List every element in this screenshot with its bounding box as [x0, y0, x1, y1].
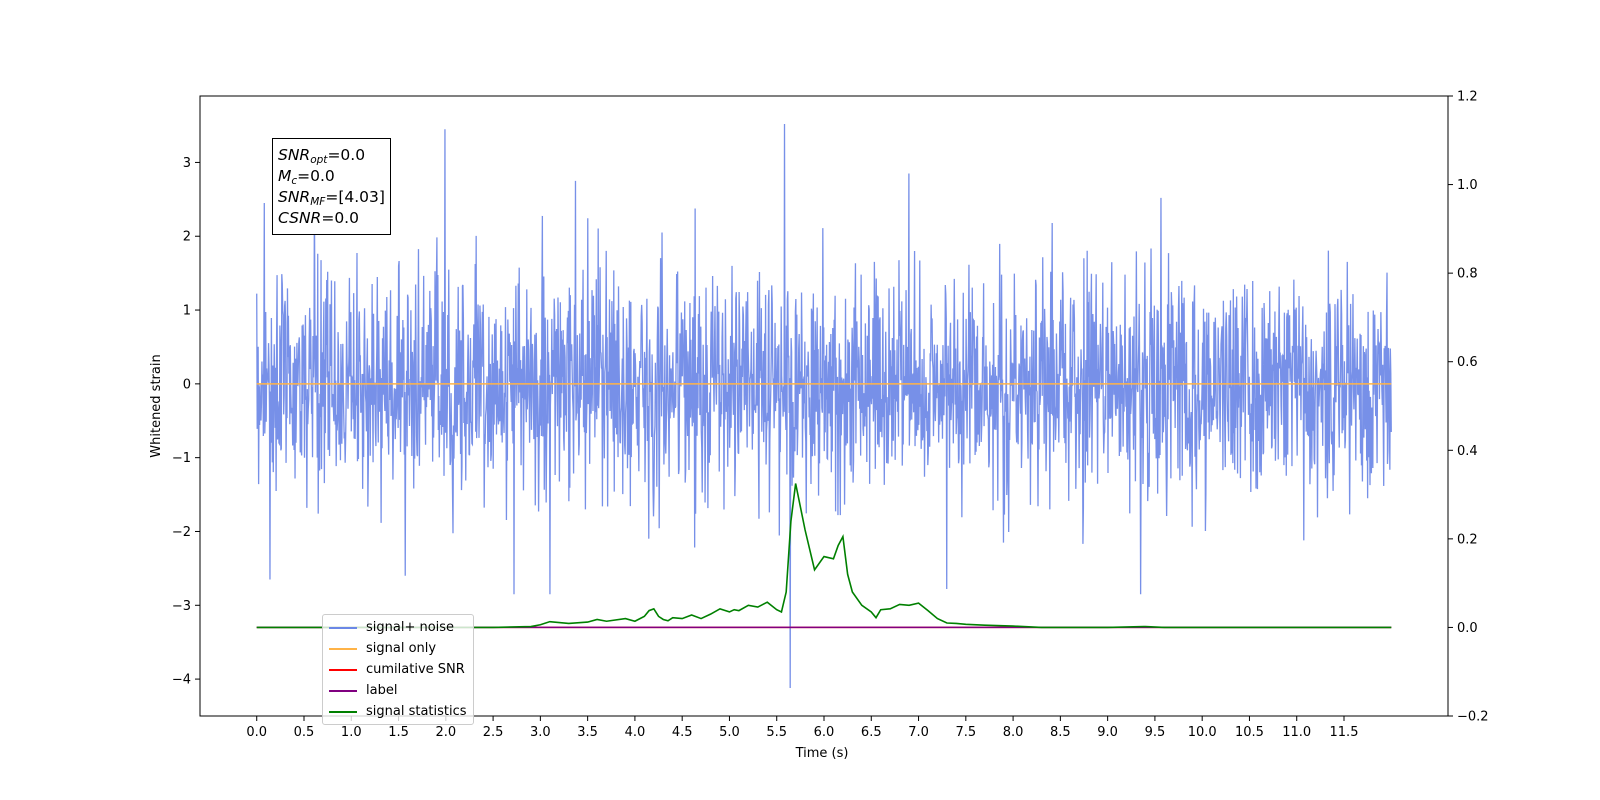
x-tick-label: 10.5 — [1235, 725, 1264, 740]
x-tick-label: 0.0 — [246, 725, 267, 740]
x-tick-label: 5.5 — [766, 725, 787, 740]
y2-tick-label: 0.0 — [1457, 621, 1478, 636]
x-tick-label: 5.0 — [719, 725, 740, 740]
x-tick-label: 0.5 — [294, 725, 315, 740]
y2-tick-label: −0.2 — [1457, 710, 1489, 725]
ticks-layer: 0.0 0.5 1.0 1.5 2.0 2.5 3.0 3.5 4.0 4.5 5.0 5.5 6.0 6… — [172, 90, 1489, 741]
x-tick-label: 2.0 — [435, 725, 456, 740]
x-tick-label: 1.5 — [388, 725, 409, 740]
annotation-mc: Mc=0.0 — [278, 167, 335, 187]
y-tick-label: −3 — [172, 599, 191, 614]
x-axis-label: Time (s) — [795, 746, 849, 761]
legend: signal+ noise signal only cumilative SNR… — [322, 614, 474, 725]
legend-item-signal-only: signal only — [329, 638, 467, 659]
legend-swatch — [329, 710, 357, 713]
series-line-signal-noise — [256, 124, 1392, 688]
y-tick-label: −1 — [172, 451, 191, 466]
legend-item-signal-noise: signal+ noise — [329, 617, 467, 638]
y-tick-label: 2 — [183, 230, 191, 245]
y2-tick-label: 1.0 — [1457, 178, 1478, 193]
legend-swatch — [329, 689, 357, 692]
y2-tick-label: 0.2 — [1457, 532, 1478, 547]
annotation-snr-mf: SNRMF=[4.03] — [278, 188, 385, 208]
y-tick-label: −4 — [172, 673, 191, 688]
x-tick-label: 8.5 — [1050, 725, 1071, 740]
x-tick-label: 4.5 — [672, 725, 693, 740]
annotation-box: SNRopt=0.0 Mc=0.0 SNRMF=[4.03] CSNR=0.0 — [272, 138, 391, 235]
y2-tick-label: 0.8 — [1457, 267, 1478, 282]
x-tick-label: 2.5 — [483, 725, 504, 740]
x-tick-label: 10.0 — [1188, 725, 1217, 740]
legend-item-signal-statistics: signal statistics — [329, 701, 467, 722]
x-tick-label: 9.5 — [1145, 725, 1166, 740]
annotation-csnr: CSNR=0.0 — [278, 209, 359, 227]
y2-tick-label: 1.2 — [1457, 90, 1478, 105]
x-tick-label: 3.0 — [530, 725, 551, 740]
y2-tick-label: 0.4 — [1457, 444, 1478, 459]
x-tick-label: 1.0 — [341, 725, 362, 740]
legend-swatch — [329, 626, 357, 629]
y-axis-label: Whitened strain — [149, 354, 164, 457]
x-tick-label: 7.0 — [908, 725, 929, 740]
y2-tick-label: 0.6 — [1457, 355, 1478, 370]
x-tick-label: 6.5 — [861, 725, 882, 740]
x-tick-label: 6.0 — [814, 725, 835, 740]
x-tick-label: 4.0 — [625, 725, 646, 740]
noise-layer — [256, 124, 1392, 688]
x-tick-label: 8.0 — [1003, 725, 1024, 740]
y-tick-label: −2 — [172, 525, 191, 540]
x-tick-label: 3.5 — [577, 725, 598, 740]
legend-swatch — [329, 647, 357, 650]
legend-item-label: label — [329, 680, 467, 701]
annotation-snr-opt: SNRopt=0.0 — [278, 146, 366, 166]
y-tick-label: 0 — [183, 377, 191, 392]
series-line-signal-statistics — [256, 483, 1392, 629]
x-tick-label: 11.5 — [1330, 725, 1359, 740]
legend-swatch — [329, 668, 357, 671]
y-tick-label: 1 — [183, 304, 191, 319]
x-tick-label: 11.0 — [1282, 725, 1311, 740]
x-tick-label: 7.5 — [955, 725, 976, 740]
y-tick-label: 3 — [183, 156, 191, 171]
legend-item-cumulative-snr: cumilative SNR — [329, 659, 467, 680]
x-tick-label: 9.0 — [1097, 725, 1118, 740]
